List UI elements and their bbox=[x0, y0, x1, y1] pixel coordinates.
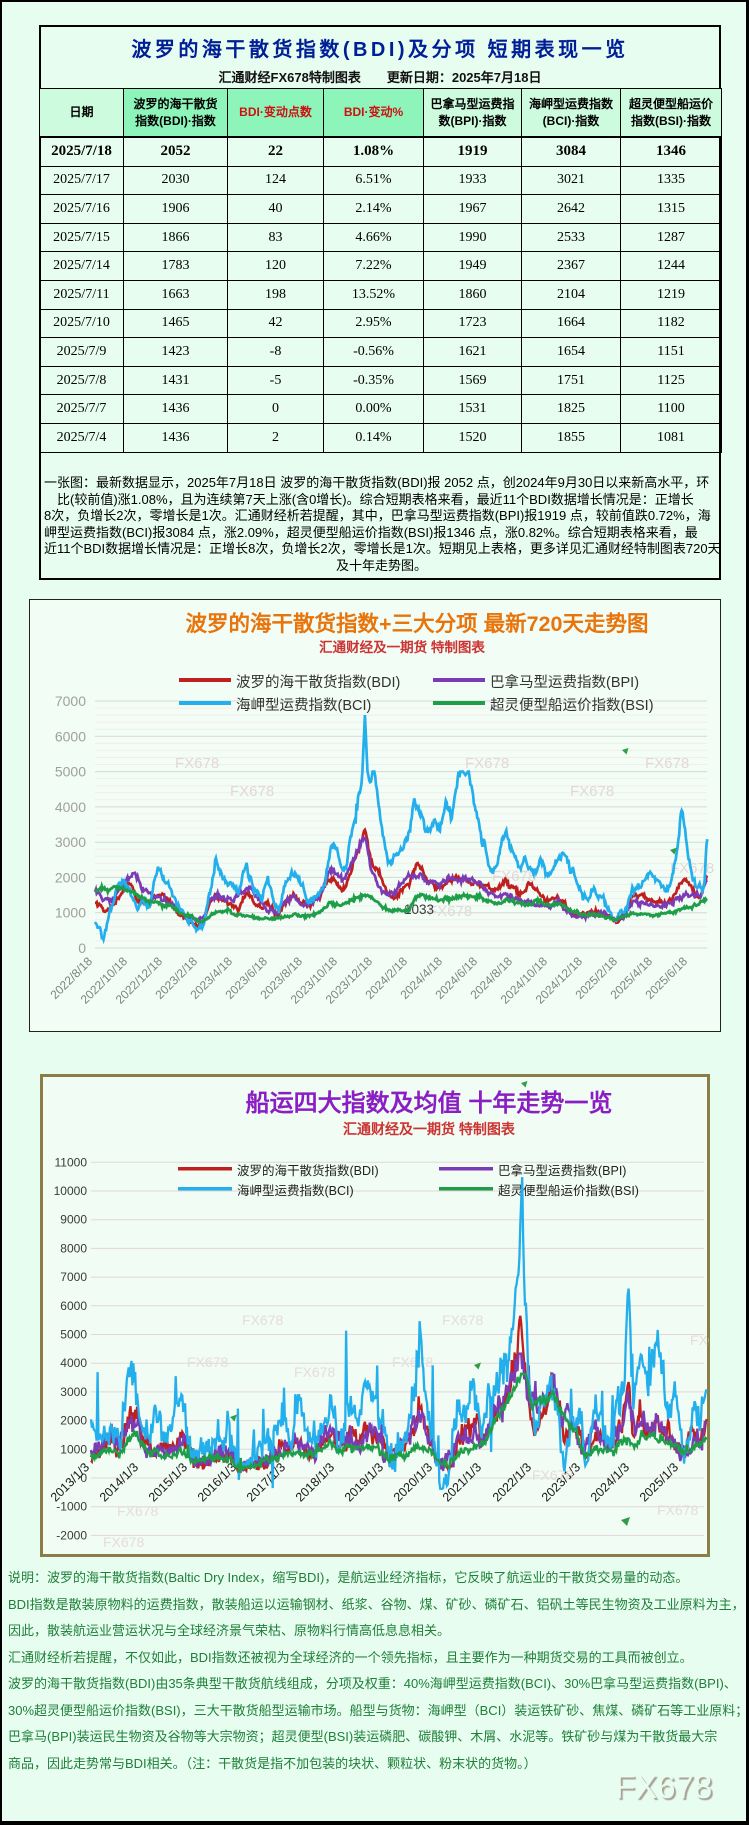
svg-text:2000: 2000 bbox=[55, 869, 86, 885]
svg-text:-1000: -1000 bbox=[56, 1500, 87, 1514]
svg-text:10000: 10000 bbox=[54, 1184, 88, 1198]
svg-text:海岬型运费指数(BCI): 海岬型运费指数(BCI) bbox=[236, 697, 371, 714]
svg-text:波罗的海干散货指数+三大分项 最新720天走势图: 波罗的海干散货指数+三大分项 最新720天走势图 bbox=[186, 611, 649, 636]
svg-text:6000: 6000 bbox=[55, 728, 86, 744]
svg-text:9000: 9000 bbox=[60, 1213, 87, 1227]
svg-text:2014/1/3: 2014/1/3 bbox=[97, 1460, 141, 1504]
svg-text:FX678: FX678 bbox=[465, 755, 509, 772]
svg-text:巴拿马型运费指数(BPI): 巴拿马型运费指数(BPI) bbox=[498, 1163, 626, 1178]
svg-text:0: 0 bbox=[80, 1471, 87, 1485]
svg-text:2022/1/3: 2022/1/3 bbox=[490, 1460, 534, 1504]
svg-text:2025/1/3: 2025/1/3 bbox=[637, 1460, 681, 1504]
svg-text:4000: 4000 bbox=[60, 1356, 87, 1370]
svg-text:波罗的海干散货指数(BDI): 波罗的海干散货指数(BDI) bbox=[237, 1163, 379, 1178]
svg-text:1000: 1000 bbox=[55, 905, 86, 921]
svg-text:5000: 5000 bbox=[60, 1328, 87, 1342]
svg-text:FX678: FX678 bbox=[392, 1354, 433, 1370]
svg-text:-2000: -2000 bbox=[56, 1528, 87, 1542]
svg-text:FX678: FX678 bbox=[442, 1312, 483, 1328]
svg-text:2000: 2000 bbox=[60, 1414, 87, 1428]
svg-text:FX678: FX678 bbox=[175, 755, 219, 772]
svg-text:海岬型运费指数(BCI): 海岬型运费指数(BCI) bbox=[237, 1183, 354, 1198]
svg-text:2018/1/3: 2018/1/3 bbox=[293, 1460, 337, 1504]
svg-text:FX678: FX678 bbox=[428, 903, 472, 920]
svg-text:波罗的海干散货指数(BDI): 波罗的海干散货指数(BDI) bbox=[236, 674, 400, 691]
svg-text:FX678: FX678 bbox=[294, 1364, 335, 1380]
svg-text:6000: 6000 bbox=[60, 1299, 87, 1313]
svg-text:FX678: FX678 bbox=[103, 1534, 144, 1550]
svg-text:超灵便型船运价指数(BSI): 超灵便型船运价指数(BSI) bbox=[490, 697, 654, 714]
svg-text:2020/1/3: 2020/1/3 bbox=[391, 1460, 435, 1504]
svg-text:2019/1/3: 2019/1/3 bbox=[342, 1460, 386, 1504]
svg-text:超灵便型船运价指数(BSI): 超灵便型船运价指数(BSI) bbox=[498, 1183, 639, 1198]
svg-text:巴拿马型运费指数(BPI): 巴拿马型运费指数(BPI) bbox=[490, 673, 639, 691]
svg-text:汇通财经及一期货 特制图表: 汇通财经及一期货 特制图表 bbox=[319, 639, 485, 655]
svg-text:FX678: FX678 bbox=[230, 783, 274, 800]
svg-text:1000: 1000 bbox=[60, 1442, 87, 1456]
svg-text:FX678: FX678 bbox=[117, 1503, 158, 1519]
svg-text:8000: 8000 bbox=[60, 1241, 87, 1255]
svg-text:FX678: FX678 bbox=[690, 1332, 709, 1348]
svg-text:0: 0 bbox=[78, 940, 86, 956]
svg-text:3000: 3000 bbox=[60, 1385, 87, 1399]
svg-text:FX678: FX678 bbox=[187, 1354, 228, 1370]
svg-text:FX678: FX678 bbox=[645, 755, 689, 772]
svg-text:3000: 3000 bbox=[55, 834, 86, 850]
svg-text:2015/1/3: 2015/1/3 bbox=[146, 1460, 190, 1504]
svg-text:FX678: FX678 bbox=[657, 1502, 698, 1518]
svg-text:11000: 11000 bbox=[55, 1155, 88, 1169]
svg-text:4000: 4000 bbox=[55, 799, 86, 815]
svg-text:2024/1/3: 2024/1/3 bbox=[588, 1460, 632, 1504]
svg-text:7000: 7000 bbox=[60, 1270, 87, 1284]
svg-text:汇通财经及一期货 特制图表: 汇通财经及一期货 特制图表 bbox=[343, 1121, 516, 1137]
svg-text:5000: 5000 bbox=[55, 764, 86, 780]
svg-text:船运四大指数及均值 十年走势一览: 船运四大指数及均值 十年走势一览 bbox=[246, 1089, 613, 1117]
svg-text:FX678: FX678 bbox=[570, 783, 614, 800]
svg-text:FX678: FX678 bbox=[242, 1312, 283, 1328]
svg-text:FX678: FX678 bbox=[532, 1467, 573, 1483]
svg-text:7000: 7000 bbox=[55, 693, 86, 709]
